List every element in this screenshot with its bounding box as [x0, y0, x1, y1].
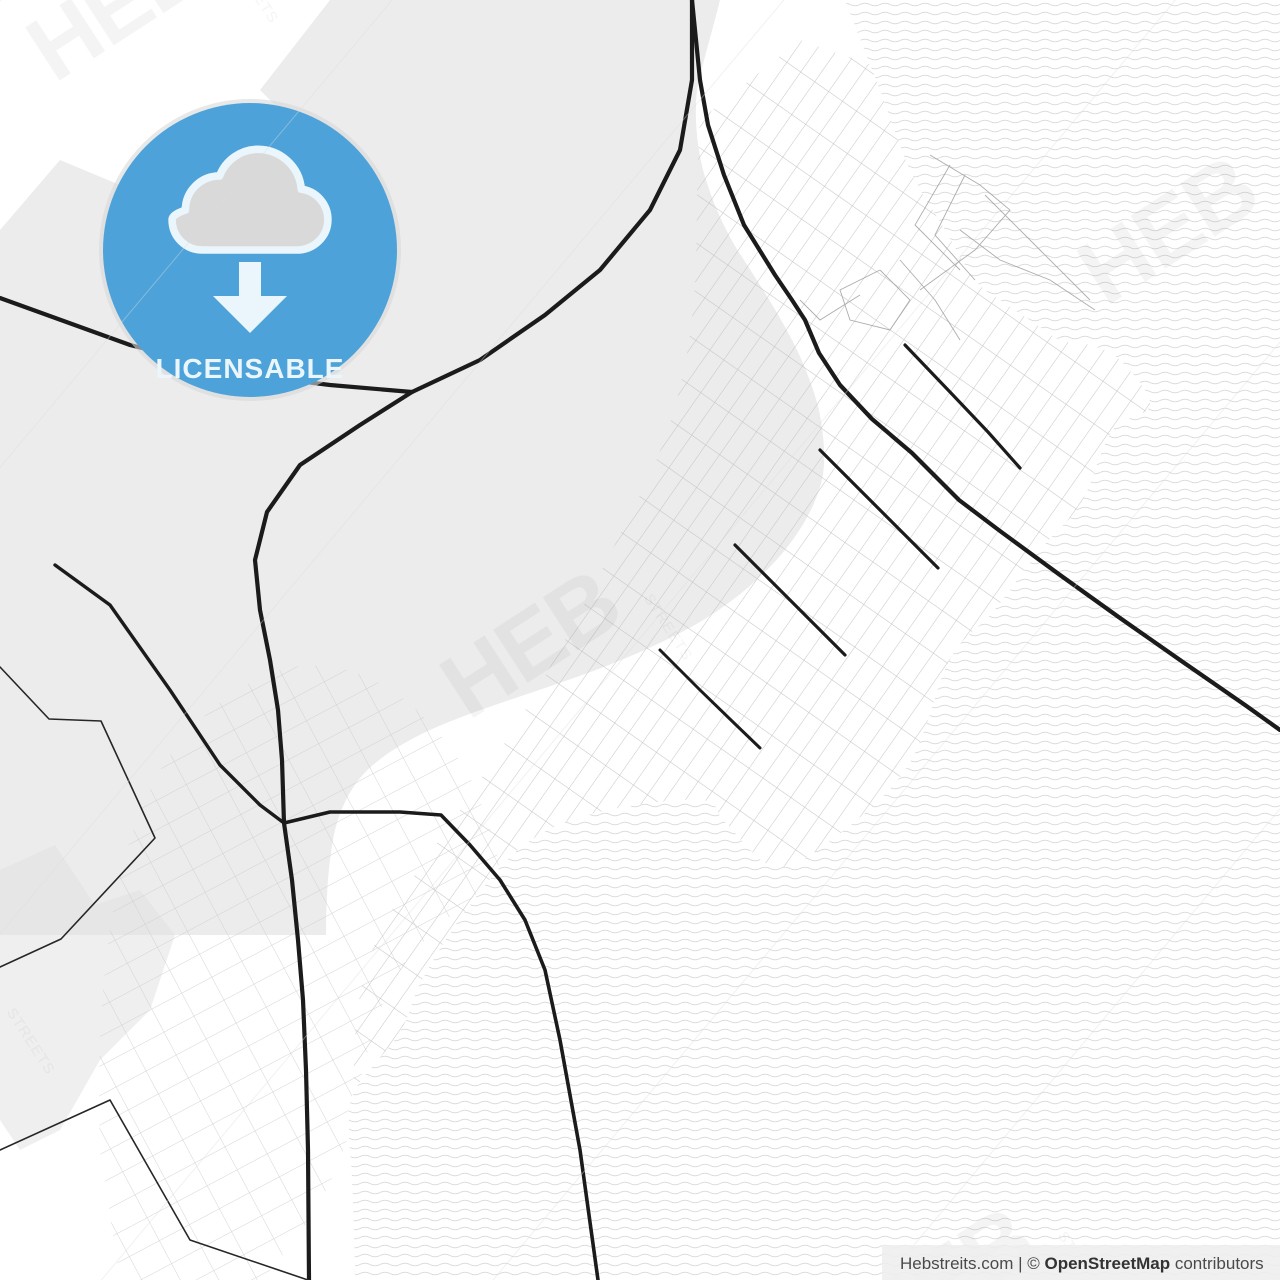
- svg-text:Hebstreits.com | © OpenStreetM: Hebstreits.com | © OpenStreetMap contrib…: [900, 1254, 1264, 1273]
